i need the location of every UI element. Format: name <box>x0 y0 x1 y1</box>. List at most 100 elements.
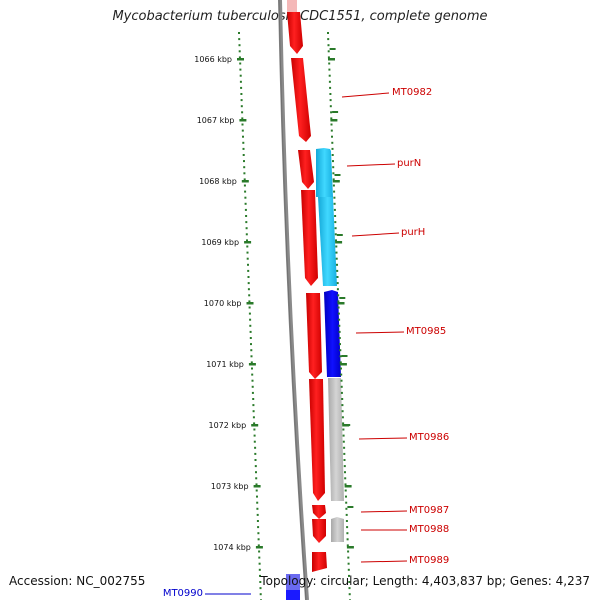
minor-tick <box>327 50 330 53</box>
gene-arrow-reverse-purH[interactable] <box>318 197 337 286</box>
minor-tick <box>345 501 348 504</box>
minor-tick <box>327 44 330 47</box>
minor-tick <box>347 506 354 508</box>
major-tick <box>237 58 244 61</box>
gene-arrow-forward[interactable] <box>306 293 322 379</box>
minor-tick <box>256 520 259 522</box>
minor-tick <box>338 318 341 321</box>
minor-tick <box>259 574 261 577</box>
minor-tick <box>329 48 336 50</box>
minor-tick <box>330 111 333 114</box>
major-tick <box>328 58 335 61</box>
minor-tick <box>346 544 349 547</box>
minor-tick <box>339 343 341 346</box>
gene-label-mt0990[interactable]: MT0990 <box>163 588 203 599</box>
major-tick <box>346 546 354 549</box>
gene-label-purh[interactable]: purH <box>401 227 425 238</box>
minor-tick <box>335 239 337 242</box>
minor-tick <box>239 62 242 65</box>
gene-label-mt0986[interactable]: MT0986 <box>409 432 449 443</box>
minor-tick <box>334 221 337 224</box>
minor-tick <box>242 147 245 150</box>
gene-arrow-forward[interactable] <box>301 190 318 286</box>
gene-arrow-forward[interactable] <box>312 505 326 519</box>
minor-tick <box>248 294 251 297</box>
minor-tick <box>339 349 342 352</box>
minor-tick <box>245 233 248 236</box>
gene-arrow-forward[interactable] <box>312 519 326 543</box>
minor-tick <box>251 385 254 388</box>
major-tick <box>253 485 261 488</box>
minor-tick <box>342 428 345 431</box>
gene-label-mt0989[interactable]: MT0989 <box>409 555 449 566</box>
minor-tick <box>345 520 348 522</box>
minor-tick <box>239 74 242 77</box>
minor-tick <box>330 129 333 132</box>
minor-tick <box>250 343 252 346</box>
gene-label-mt0985[interactable]: MT0985 <box>406 326 446 337</box>
gene-arrow-reverse-MT0988[interactable] <box>331 517 344 542</box>
minor-tick <box>254 459 257 461</box>
gene-arrow-forward[interactable] <box>287 12 303 54</box>
minor-tick <box>255 471 257 474</box>
minor-tick <box>250 361 253 364</box>
minor-tick <box>329 93 332 95</box>
minor-tick <box>255 489 258 492</box>
minor-tick <box>246 257 249 260</box>
major-tick <box>244 241 252 244</box>
minor-tick <box>252 398 255 400</box>
minor-tick <box>242 154 245 156</box>
minor-tick <box>253 422 256 425</box>
minor-tick <box>333 190 336 193</box>
gene-arrow-reverse-purN[interactable] <box>316 148 333 197</box>
partial-gene-top[interactable] <box>287 0 297 13</box>
minor-tick <box>339 361 342 364</box>
gene-arrow-forward[interactable] <box>298 150 314 189</box>
gene-leader-line <box>351 232 400 237</box>
minor-tick <box>343 465 346 468</box>
minor-tick <box>346 526 349 529</box>
minor-tick <box>252 404 255 407</box>
gene-arrow-reverse-MT0986[interactable] <box>328 378 344 501</box>
minor-tick <box>334 215 337 217</box>
minor-tick <box>258 568 261 571</box>
tick-label-kbp: 1069 kbp <box>201 238 239 247</box>
minor-tick <box>251 367 253 370</box>
tick-label-kbp: 1066 kbp <box>194 55 232 64</box>
minor-tick <box>245 221 248 224</box>
major-tick <box>241 180 249 183</box>
gene-arrow-forward[interactable] <box>312 552 327 572</box>
minor-tick <box>252 416 255 419</box>
minor-tick <box>256 495 258 498</box>
minor-tick <box>256 513 259 516</box>
gene-label-mt0982[interactable]: MT0982 <box>392 87 432 98</box>
gene-label-mt0988[interactable]: MT0988 <box>409 524 449 535</box>
gene-arrow-forward[interactable] <box>291 58 311 142</box>
minor-tick <box>255 483 258 486</box>
minor-tick <box>343 459 346 461</box>
major-tick <box>344 485 352 488</box>
minor-tick <box>243 166 246 169</box>
gene-arrow-forward[interactable] <box>309 379 325 501</box>
minor-tick <box>329 86 332 89</box>
minor-tick <box>252 410 255 413</box>
minor-ticks <box>238 32 351 600</box>
minor-tick <box>331 135 333 138</box>
gene-label-purn[interactable]: purN <box>397 158 421 169</box>
tick-label-kbp: 1072 kbp <box>208 421 246 430</box>
minor-tick <box>251 391 254 394</box>
minor-tick <box>344 477 347 480</box>
minor-tick <box>254 465 257 468</box>
minor-tick <box>340 391 343 394</box>
minor-tick <box>341 355 348 357</box>
minor-tick <box>342 434 345 437</box>
tick-label-kbp: 1071 kbp <box>206 360 244 369</box>
minor-tick <box>328 68 331 71</box>
minor-tick <box>332 178 335 181</box>
gene-arrow-reverse-MT0985[interactable] <box>324 290 341 377</box>
minor-tick <box>259 587 262 590</box>
minor-tick <box>247 263 249 266</box>
minor-tick <box>344 483 347 486</box>
gene-label-mt0987[interactable]: MT0987 <box>409 505 449 516</box>
